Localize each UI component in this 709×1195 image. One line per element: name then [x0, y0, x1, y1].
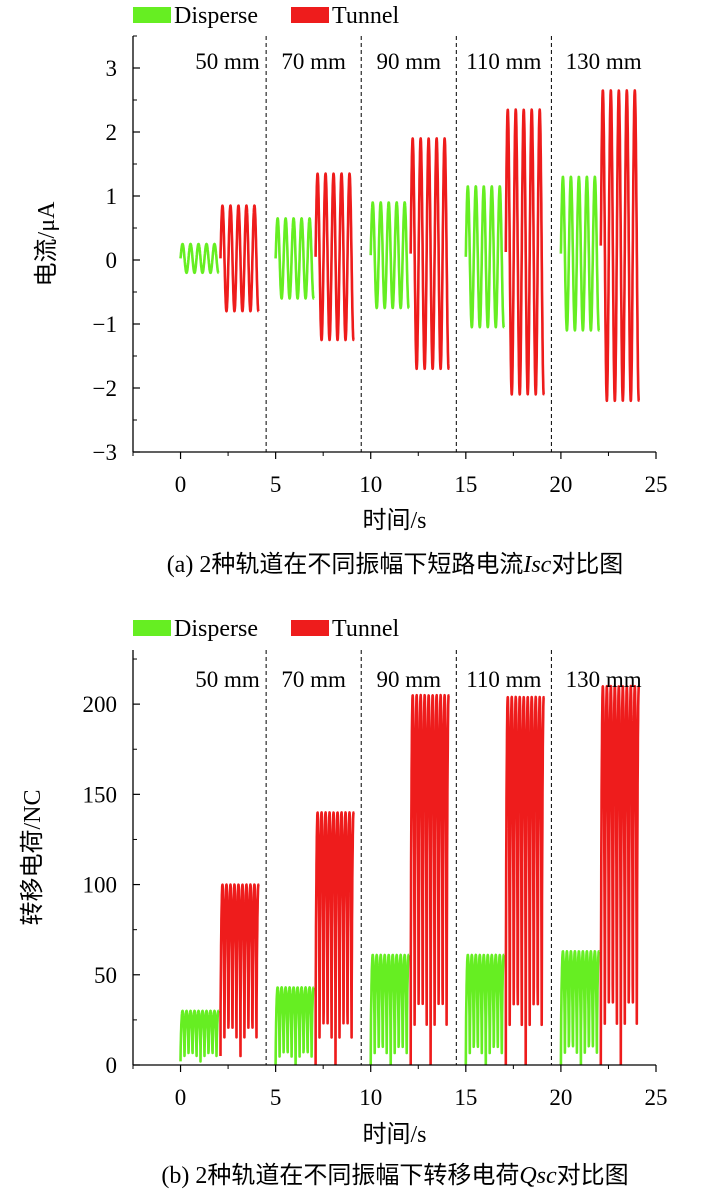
region-label-4: 110 mm	[466, 667, 541, 692]
series-tunnel-segment-5	[599, 684, 641, 1065]
chart-caption: (a) 2种轨道在不同振幅下短路电流Isc对比图	[167, 551, 624, 578]
series-tunnel-segment-5	[599, 89, 641, 403]
series-disperse-segment-2	[274, 986, 315, 1065]
region-label-2: 70 mm	[281, 667, 346, 692]
x-tick-label-5: 25	[645, 1085, 668, 1110]
x-axis-title: 时间/s	[362, 507, 426, 534]
y-axis-title: 转移电荷/NC	[19, 789, 46, 925]
y-axis-title: 电流/μA	[33, 201, 60, 287]
legend-swatch-disperse	[133, 620, 171, 636]
y-tick-label-5: 2	[106, 120, 118, 145]
x-tick-label-4: 20	[549, 1085, 572, 1110]
legend-label-disperse: Disperse	[174, 616, 258, 642]
legend-swatch-tunnel	[291, 620, 329, 636]
caption-variable: Isc	[522, 552, 551, 578]
x-tick-label-1: 5	[270, 472, 282, 497]
series-tunnel-segment-3	[409, 693, 450, 1065]
region-label-3: 90 mm	[376, 667, 441, 692]
x-tick-label-0: 0	[175, 472, 187, 497]
x-tick-label-3: 15	[454, 1085, 477, 1110]
series-disperse-segment-1	[179, 242, 220, 275]
region-label-4: 110 mm	[466, 49, 541, 74]
x-tick-label-3: 15	[454, 472, 477, 497]
series-tunnel-segment-2	[314, 811, 355, 1065]
x-tick-label-5: 25	[645, 472, 668, 497]
x-tick-label-4: 20	[549, 472, 572, 497]
series-tunnel-segment-4	[504, 108, 545, 396]
legend-swatch-disperse	[133, 7, 171, 23]
series-disperse-segment-4	[464, 953, 506, 1065]
y-tick-label-0: 0	[106, 1053, 118, 1078]
legend-label-tunnel: Tunnel	[332, 616, 399, 642]
series-disperse-segment-3	[369, 953, 410, 1065]
region-label-1: 50 mm	[195, 667, 260, 692]
x-tick-label-2: 10	[359, 1085, 382, 1110]
y-tick-label-3: 150	[83, 782, 118, 807]
y-tick-label-2: −1	[93, 312, 117, 337]
y-tick-label-1: 50	[94, 963, 117, 988]
legend-label-tunnel: Tunnel	[332, 3, 399, 29]
y-tick-label-0: −3	[93, 440, 117, 465]
x-tick-label-1: 5	[270, 1085, 282, 1110]
region-label-3: 90 mm	[376, 49, 441, 74]
y-tick-label-4: 1	[106, 184, 118, 209]
series-disperse-segment-4	[464, 185, 506, 329]
series-group-b	[179, 684, 641, 1065]
series-group-a	[179, 89, 641, 403]
legend-swatch-tunnel	[291, 7, 329, 23]
y-tick-label-3: 0	[106, 248, 118, 273]
series-disperse-segment-5	[559, 949, 601, 1065]
y-tick-label-2: 100	[83, 873, 118, 898]
chart-a: Disperse Tunnel 50 mm 70 mm 90 mm 110 mm 130 m…	[33, 3, 668, 578]
y-tick-label-4: 200	[83, 692, 118, 717]
region-label-2: 70 mm	[281, 49, 346, 74]
series-disperse-segment-5	[559, 175, 601, 332]
series-tunnel-segment-1	[219, 204, 260, 313]
region-label-5: 130 mm	[566, 49, 642, 74]
series-tunnel-segment-2	[314, 172, 355, 342]
chart-caption: (b) 2种轨道在不同振幅下转移电荷Qsc对比图	[161, 1162, 628, 1189]
region-label-5: 130 mm	[566, 667, 642, 692]
y-tick-label-1: −2	[93, 376, 117, 401]
series-disperse-segment-3	[369, 201, 410, 310]
caption-suffix: 对比图	[551, 551, 623, 578]
caption-prefix: (a) 2种轨道在不同振幅下短路电流	[167, 551, 524, 578]
chart-b: Disperse Tunnel 50 mm 70 mm 90 mm 110 mm 130 m…	[19, 616, 668, 1189]
x-tick-label-0: 0	[175, 1085, 187, 1110]
caption-suffix: 对比图	[557, 1162, 629, 1189]
region-label-1: 50 mm	[195, 49, 260, 74]
legend-label-disperse: Disperse	[174, 3, 258, 29]
series-tunnel-segment-3	[409, 137, 450, 371]
y-tick-label-6: 3	[106, 56, 118, 81]
series-disperse-segment-2	[274, 217, 315, 300]
series-disperse-segment-1	[179, 1009, 220, 1063]
x-axis-title: 时间/s	[362, 1121, 426, 1148]
caption-variable: Qsc	[519, 1163, 557, 1189]
caption-prefix: (b) 2种轨道在不同振幅下转移电荷	[161, 1162, 519, 1189]
x-tick-label-2: 10	[359, 472, 382, 497]
series-tunnel-segment-1	[219, 883, 260, 1058]
series-tunnel-segment-4	[504, 695, 545, 1065]
